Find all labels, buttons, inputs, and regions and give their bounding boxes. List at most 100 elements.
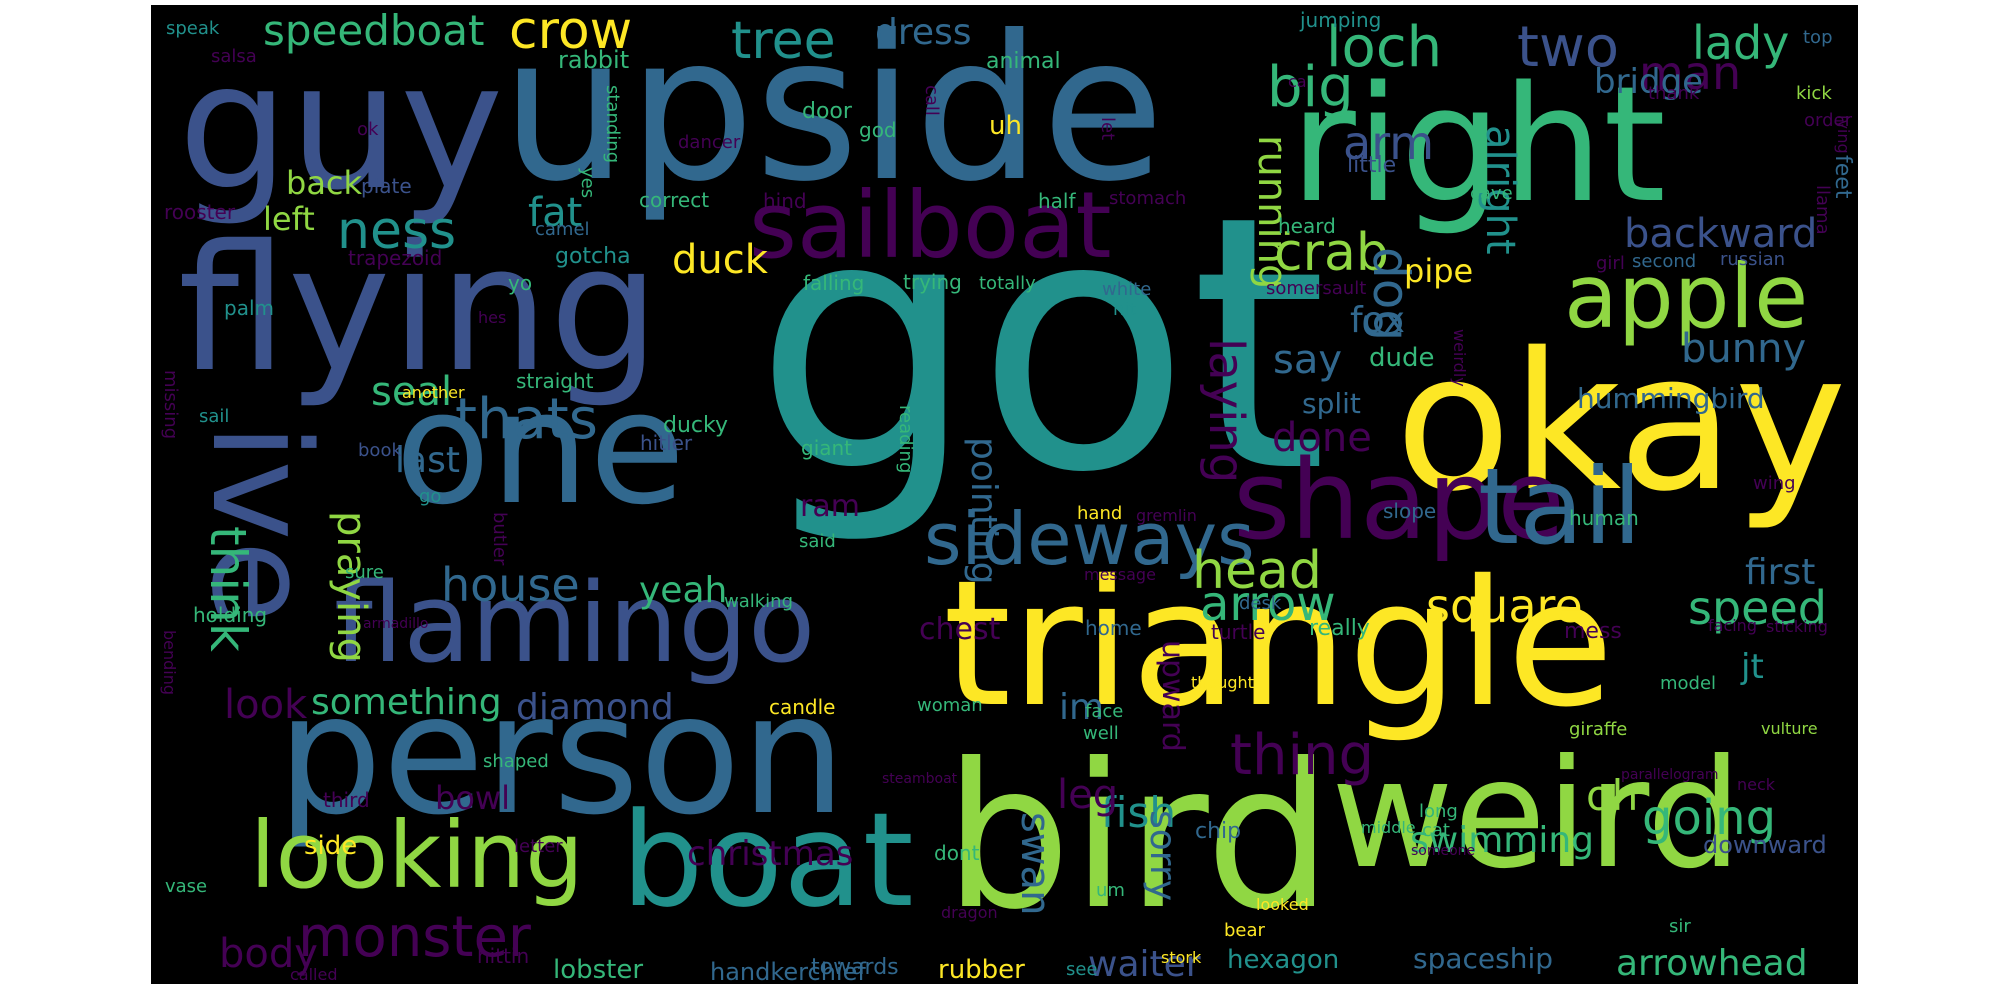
word-arm: arm: [1343, 116, 1435, 170]
word-running: running: [1249, 135, 1295, 290]
word-sure: sure: [345, 562, 384, 583]
word-heard: heard: [1278, 214, 1336, 238]
word-hit: hit: [1113, 299, 1137, 320]
word-standing: standing: [602, 85, 623, 164]
word-dont: dont: [934, 841, 980, 865]
word-middle: middle: [1361, 818, 1416, 837]
word-yo: yo: [508, 271, 533, 295]
word-seal: seal: [371, 369, 453, 415]
word-looked: looked: [1256, 895, 1309, 914]
word-book: book: [358, 440, 402, 461]
word-bowl: bowl: [435, 779, 510, 817]
word-side: side: [304, 831, 358, 861]
word-model: model: [1660, 673, 1717, 694]
word-god: god: [859, 118, 897, 142]
word-called: called: [290, 965, 338, 984]
word-flamingo: flamingo: [334, 559, 816, 687]
word-back: back: [286, 164, 363, 202]
word-lying: lying: [1834, 115, 1853, 154]
word-house: house: [441, 558, 580, 612]
word-another: another: [402, 383, 465, 402]
word-uh: uh: [989, 111, 1022, 141]
word-yes: yes: [577, 167, 598, 199]
word-dude: dude: [1369, 343, 1435, 373]
word-oh: oh: [1586, 771, 1639, 820]
word-trapezoid: trapezoid: [348, 246, 443, 270]
word-two: two: [1517, 15, 1620, 80]
word-say: say: [1273, 337, 1343, 383]
word-feet: feet: [1830, 155, 1855, 199]
word-thought: thought: [1191, 673, 1254, 692]
word-walking: walking: [724, 591, 794, 612]
word-hittin: hittin: [477, 944, 530, 968]
word-spaceship: spaceship: [1413, 942, 1554, 975]
word-rabbit: rabbit: [558, 46, 630, 74]
word-really: really: [1309, 616, 1370, 641]
word-cloud: got triangle upside bird person okay right guy f…: [151, 5, 1858, 984]
word-one: one: [395, 357, 686, 539]
word-hind: hind: [763, 189, 807, 213]
word-trying: trying: [903, 270, 962, 294]
word-speedboat: speedboat: [263, 6, 485, 55]
word-yeah: yeah: [639, 570, 728, 611]
word-fish: fish: [1101, 788, 1176, 837]
word-apple: apple: [1564, 245, 1809, 348]
word-see: see: [1066, 959, 1098, 980]
word-upside: upside: [501, 5, 1165, 226]
word-vulture: vulture: [1761, 719, 1818, 738]
word-candle: candle: [769, 695, 836, 719]
word-door: door: [802, 99, 852, 124]
word-bear: bear: [1224, 920, 1265, 941]
word-something: something: [311, 682, 502, 723]
word-right: right: [1290, 51, 1666, 238]
word-armadillo: armadillo: [363, 616, 429, 632]
word-top: top: [1803, 27, 1833, 48]
word-dragon: dragon: [941, 903, 998, 922]
word-giant: giant: [801, 436, 853, 460]
word-guy: guy: [178, 26, 504, 229]
word-ducky: ducky: [663, 413, 728, 438]
word-face: face: [1085, 701, 1124, 722]
word-done: done: [1272, 415, 1372, 461]
word-said: said: [799, 531, 836, 552]
word-russian: russian: [1720, 249, 1786, 270]
word-triangle: triangle: [943, 543, 1614, 746]
word-square: square: [1426, 579, 1583, 633]
word-steamboat: steamboat: [882, 771, 958, 787]
word-falling: falling: [803, 271, 865, 295]
word-let: let: [1097, 117, 1118, 141]
word-left: left: [263, 200, 315, 238]
word-handkerchief: handkerchief: [710, 958, 866, 984]
word-gotcha: gotcha: [555, 244, 631, 269]
word-dancer: dancer: [678, 132, 741, 153]
word-llama: llama: [1812, 185, 1833, 235]
word-call: call: [921, 85, 942, 116]
word-chip: chip: [1195, 819, 1242, 844]
word-split: split: [1302, 387, 1361, 420]
word-pointing: pointing: [963, 437, 1004, 585]
word-straight: straight: [516, 369, 594, 393]
word-upward: upward: [1155, 640, 1190, 752]
word-laying: laying: [1198, 338, 1254, 484]
word-speed: speed: [1688, 581, 1827, 635]
word-tail: tail: [1478, 446, 1642, 568]
word-thats: thats: [455, 387, 598, 452]
word-go: go: [419, 486, 442, 507]
word-facing: facing: [1708, 616, 1757, 635]
word-waiter: waiter: [1088, 944, 1201, 984]
word-body: body: [219, 931, 318, 977]
word-gremlin: gremlin: [1136, 506, 1197, 525]
word-jt: jt: [1741, 647, 1764, 687]
word-weirdly: weirdly: [1450, 329, 1469, 387]
word-correct: correct: [639, 188, 710, 212]
word-long: long: [1419, 801, 1458, 822]
word-speak: speak: [166, 18, 220, 39]
word-jumping: jumping: [1300, 8, 1382, 32]
word-palm: palm: [224, 296, 274, 320]
word-sir: sir: [1669, 916, 1691, 937]
word-towards: towards: [811, 955, 899, 980]
word-leg: leg: [1057, 772, 1119, 818]
word-dress: dress: [875, 12, 972, 53]
word-going: going: [1642, 790, 1777, 846]
word-wing: wing: [1753, 473, 1796, 494]
